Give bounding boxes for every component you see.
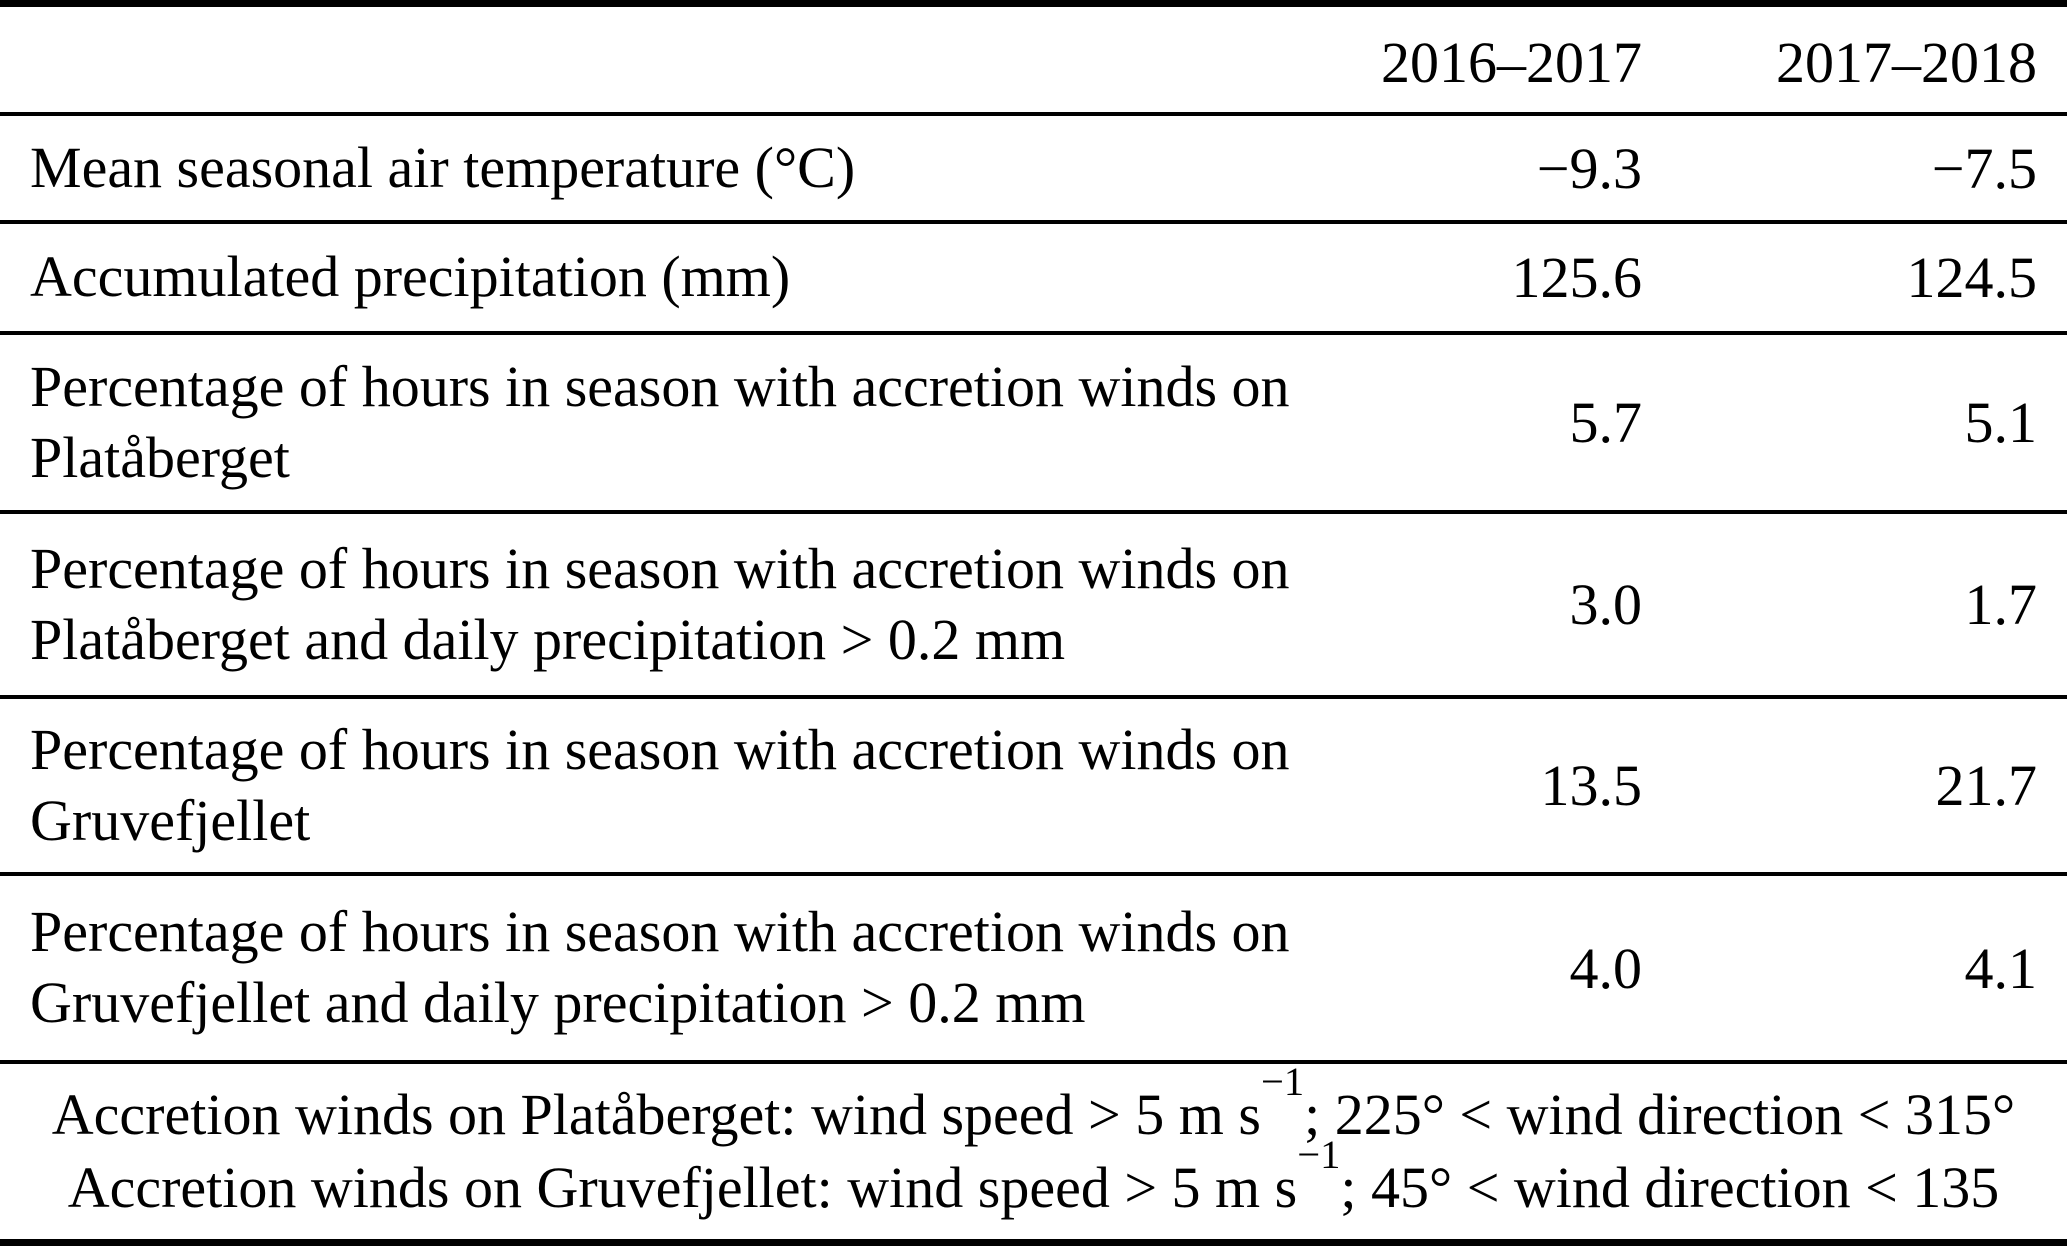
column-header-2017-2018: 2017–2018 — [1776, 30, 2037, 95]
footnote-plataberget-definition: Accretion winds on Platåberget: wind spe… — [51, 1059, 2016, 1147]
value-2017-2018: 124.5 — [1906, 245, 2038, 310]
row-label: Percentage of hours in season with accre… — [30, 535, 1290, 672]
table-row-precipitation: Accumulated precipitation (mm) 125.6 124… — [0, 224, 2067, 335]
value-2017-2018: −7.5 — [1931, 135, 2037, 201]
row-label: Percentage of hours in season with accre… — [30, 899, 1290, 1035]
value-2016-2017: 125.6 — [1511, 245, 1643, 310]
footnote-gruvefjellet-definition: Accretion winds on Gruvefjellet: wind sp… — [67, 1131, 2000, 1220]
column-header-2016-2017: 2016–2017 — [1381, 30, 1642, 95]
header-empty-cell — [0, 7, 1332, 112]
row-label: Percentage of hours in season with accre… — [30, 716, 1290, 853]
value-2016-2017: 3.0 — [1569, 572, 1643, 637]
table-row-accretion-winds-plataberget: Percentage of hours in season with accre… — [0, 335, 2067, 514]
value-2016-2017: 4.0 — [1569, 935, 1643, 1001]
value-2017-2018: 5.1 — [1964, 390, 2038, 455]
table-header-row: 2016–2017 2017–2018 — [0, 7, 2067, 116]
row-label: Mean seasonal air temperature (°C) — [30, 134, 856, 200]
table-row-accretion-winds-plataberget-precip: Percentage of hours in season with accre… — [0, 514, 2067, 699]
table-row-accretion-winds-gruvefjellet: Percentage of hours in season with accre… — [0, 699, 2067, 876]
value-2017-2018: 21.7 — [1935, 753, 2038, 818]
value-2016-2017: −9.3 — [1536, 135, 1642, 201]
value-2016-2017: 13.5 — [1540, 753, 1643, 818]
table-row-air-temperature: Mean seasonal air temperature (°C) −9.3 … — [0, 116, 2067, 224]
value-2017-2018: 1.7 — [1964, 572, 2038, 637]
value-2016-2017: 5.7 — [1569, 390, 1643, 455]
value-2017-2018: 4.1 — [1964, 935, 2038, 1001]
table-row-accretion-winds-gruvefjellet-precip: Percentage of hours in season with accre… — [0, 876, 2067, 1064]
table-footnotes: Accretion winds on Platåberget: wind spe… — [0, 1059, 2067, 1239]
row-label: Accumulated precipitation (mm) — [30, 244, 791, 310]
row-label: Percentage of hours in season with accre… — [30, 353, 1290, 490]
